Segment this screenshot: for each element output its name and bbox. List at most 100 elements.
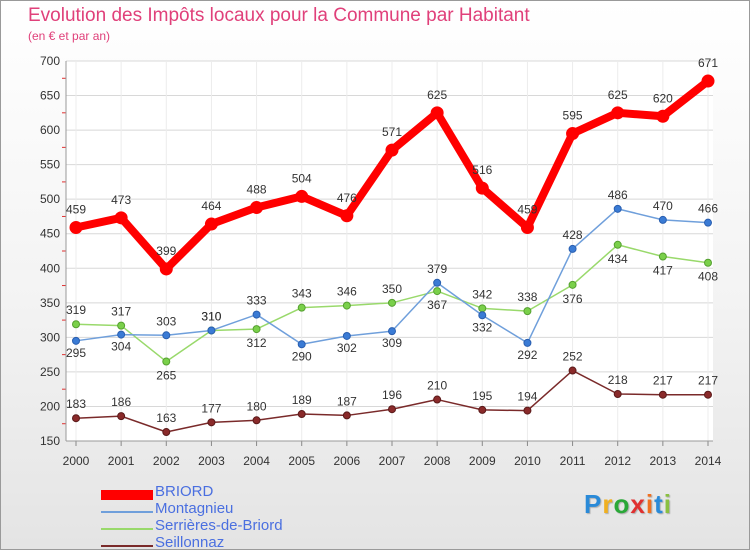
data-point [478,311,487,320]
logo-letter: x [630,489,646,519]
data-label: 466 [698,202,718,216]
logo-letter: i [663,489,672,519]
x-tick-label: 2004 [243,454,270,468]
data-point [523,338,532,347]
data-point [297,410,306,419]
data-label: 312 [247,336,267,350]
data-label: 459 [517,203,537,217]
data-label: 342 [472,287,492,301]
data-point [252,325,261,334]
data-point [72,336,80,345]
y-tick-label: 650 [40,89,60,103]
data-label: 434 [608,252,628,266]
data-label: 194 [517,390,537,404]
data-label: 252 [563,350,583,364]
data-label: 379 [427,262,447,276]
logo-letter: t [654,489,664,519]
x-tick-label: 2001 [108,454,135,468]
data-label: 333 [247,294,267,308]
data-point [159,262,173,276]
data-point [117,330,126,339]
x-tick-label: 2013 [650,454,677,468]
data-point [250,200,264,214]
data-point [162,331,171,340]
data-point [613,204,622,213]
data-label: 304 [111,340,131,354]
logo-letter: r [602,489,614,519]
data-label: 376 [563,292,583,306]
data-label: 625 [427,88,447,102]
legend-swatch [101,545,153,547]
y-tick-label: 600 [40,123,60,137]
data-point [433,278,442,287]
data-label: 183 [66,397,86,411]
data-label: 218 [608,373,628,387]
x-tick-label: 2000 [63,454,90,468]
data-point [475,181,489,195]
data-label: 476 [337,191,357,205]
chart-grid [66,60,713,442]
plot-background [66,61,713,441]
data-point [478,405,487,414]
x-tick-label: 2011 [560,454,586,468]
x-tick-label: 2002 [153,454,180,468]
x-tick-label: 2005 [288,454,315,468]
data-point [204,217,218,231]
data-label: 195 [472,389,492,403]
data-point [297,340,306,349]
chart-data-labels: 459 473 399 464 488 504 476 571 625 516 459 595 625 6… [66,56,718,425]
data-label: 516 [472,163,492,177]
y-tick-label: 700 [40,54,60,68]
y-tick-label: 450 [40,227,60,241]
x-tick-label: 2009 [469,454,496,468]
data-label: 309 [382,336,402,350]
y-tick-label: 150 [40,434,60,448]
data-point [114,211,128,225]
data-label: 310 [201,309,221,323]
data-point [613,240,622,249]
x-tick-label: 2008 [424,454,451,468]
data-point [701,74,715,88]
logo-letter: o [613,489,631,519]
data-point [523,307,532,316]
data-label: 350 [382,282,402,296]
data-label: 367 [427,298,447,312]
legend-label: Seillonnaz [155,534,225,551]
data-point [658,390,667,399]
data-label: 399 [156,244,176,258]
data-point [72,414,80,423]
data-label: 338 [517,290,537,304]
data-point [297,303,306,312]
y-tick-label: 300 [40,330,60,344]
data-label: 346 [337,285,357,299]
data-point [568,244,577,253]
data-label: 464 [201,199,221,213]
data-label: 177 [201,401,221,415]
legend-swatch [101,490,153,500]
x-tick-label: 2014 [695,454,722,468]
data-point [388,327,396,336]
x-tick-label: 2006 [334,454,361,468]
chart-axes: 150 200 250 300 350 400 450 500 550 600 650 700 2000… [40,54,722,468]
data-point [69,221,83,235]
data-point [162,357,171,366]
legend-label: Serrières-de-Briord [155,517,283,534]
data-point [658,215,667,224]
data-label: 332 [472,320,492,334]
data-label: 217 [698,374,718,388]
data-point [704,218,712,227]
y-tick-label: 350 [40,296,60,310]
data-point [568,280,577,289]
data-label: 310 [201,309,221,323]
data-label: 488 [247,182,267,196]
data-point [252,310,261,319]
data-point [162,428,171,437]
data-point [388,405,396,414]
data-label: 504 [292,171,312,185]
y-tick-label: 550 [40,158,60,172]
chart-title: Evolution des Impôts locaux pour la Comm… [28,5,530,26]
data-point [207,418,216,427]
data-label: 265 [156,369,176,383]
